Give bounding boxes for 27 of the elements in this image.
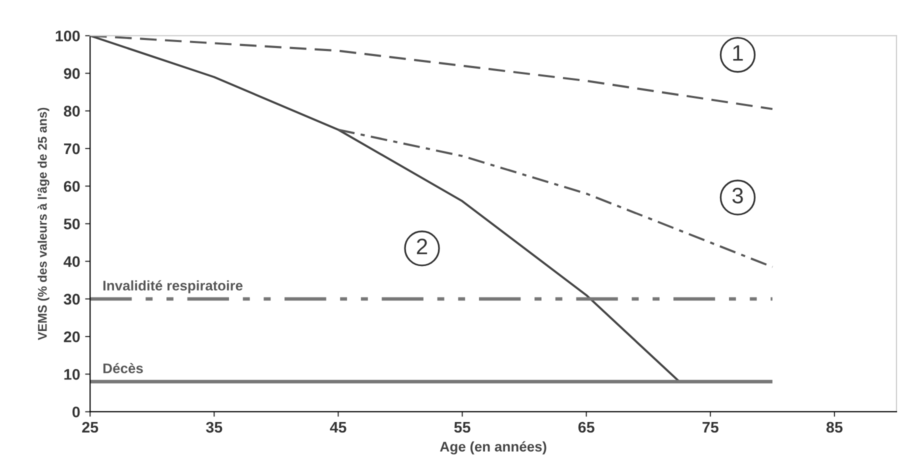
line-series xyxy=(90,36,680,383)
x-tick-label: 75 xyxy=(702,422,718,433)
series-label: 3 xyxy=(732,188,743,204)
ref-line-label: Invalidité respiratoire xyxy=(103,280,243,294)
y-tick-label: 30 xyxy=(64,294,80,305)
y-axis-title: VEMS (% des valeurs à l'âge de 25 ans) xyxy=(37,108,50,340)
y-tick-label: 60 xyxy=(64,180,80,192)
x-tick-label: 45 xyxy=(330,422,346,433)
y-tick-label: 80 xyxy=(64,106,80,117)
y-tick-label: 50 xyxy=(64,218,80,230)
x-tick-label: 85 xyxy=(826,422,843,433)
x-tick-label: 65 xyxy=(578,422,594,433)
x-tick-label: 55 xyxy=(454,422,470,433)
y-tick-label: 0 xyxy=(72,406,80,418)
x-axis-title: Age (en années) xyxy=(440,441,546,454)
series-label: 1 xyxy=(733,45,743,61)
y-tick-label: 90 xyxy=(64,68,80,79)
y-tick-label: 10 xyxy=(64,369,80,380)
y-tick-label: 100 xyxy=(56,30,80,42)
ref-line-label: Décès xyxy=(103,362,143,374)
y-tick-label: 40 xyxy=(64,256,80,268)
y-tick-label: 20 xyxy=(64,331,80,342)
text: 2 xyxy=(416,238,428,254)
line-series xyxy=(337,128,774,268)
x-tick-label: 35 xyxy=(206,422,222,433)
x-tick-label: 25 xyxy=(82,422,98,433)
y-tick-label: 70 xyxy=(64,143,80,154)
